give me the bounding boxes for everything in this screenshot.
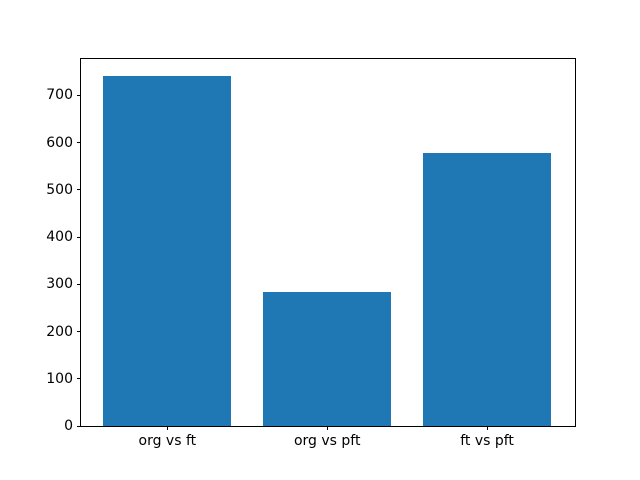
bar: [263, 292, 392, 426]
y-tick-mark: [77, 189, 81, 191]
y-tick-label: 300: [46, 276, 73, 293]
y-tick-label: 700: [46, 87, 73, 104]
y-tick-mark: [77, 283, 81, 285]
y-tick-mark: [77, 425, 81, 427]
y-tick-label: 0: [64, 418, 73, 434]
y-tick-label: 500: [46, 181, 73, 198]
x-tick-mark: [326, 426, 328, 430]
x-tick-mark: [166, 426, 168, 430]
y-tick-label: 200: [46, 323, 73, 340]
y-tick-label: 400: [46, 229, 73, 246]
y-tick-mark: [77, 94, 81, 96]
plot-area: 0 100 200 300 400 500 600 700 org vs ft org vs pf…: [46, 58, 576, 448]
x-tick-label: ft vs pft: [460, 433, 514, 449]
x-tick-mark: [486, 426, 488, 430]
y-tick-mark: [77, 142, 81, 144]
y-tick-mark: [77, 236, 81, 238]
y-tick-mark: [77, 378, 81, 380]
x-tick-label: org vs ft: [138, 433, 197, 449]
x-tick-label: org vs pft: [293, 433, 361, 449]
y-tick-label: 600: [46, 134, 73, 151]
bar: [103, 76, 232, 426]
bar: [423, 153, 551, 426]
y-tick-mark: [77, 331, 81, 333]
y-tick-label: 100: [46, 370, 73, 387]
